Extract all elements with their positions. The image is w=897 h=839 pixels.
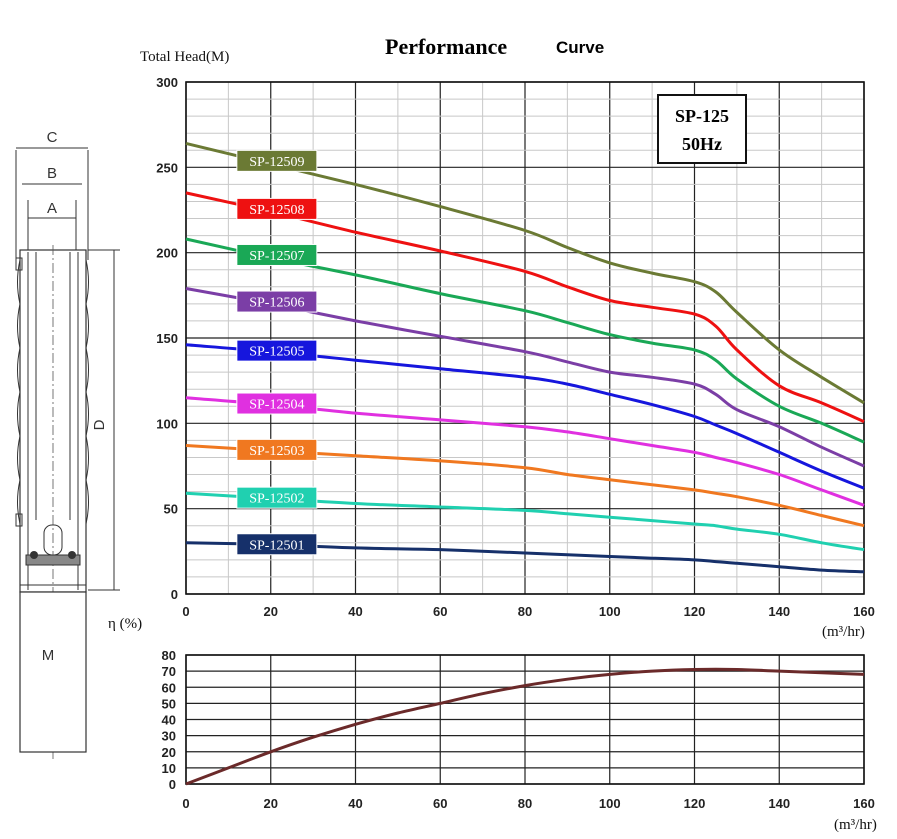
- series-label-box: [236, 290, 318, 313]
- head-x-tick-label: 0: [182, 604, 189, 619]
- head-curve-sp-12509: [185, 141, 865, 405]
- efficiency-chart: η (%) 0 20 40 60 80 100 120 140 1600102030405060…: [108, 616, 877, 833]
- efficiency-y-tick-label: 20: [162, 745, 176, 760]
- head-plot-frame: [185, 81, 865, 595]
- efficiency-y-tick-label: 60: [162, 680, 176, 695]
- head-curve-sp-12508: [185, 191, 865, 423]
- series-label-sp-12508: SP-12508: [236, 197, 318, 220]
- series-label-text: SP-12505: [249, 345, 304, 360]
- efficiency-x-tick-label: 40: [348, 796, 362, 811]
- efficiency-y-tick-label: 50: [162, 696, 176, 711]
- series-label-sp-12502: SP-12502: [236, 486, 318, 509]
- series-label-box: [236, 197, 318, 220]
- series-label-text: SP-12506: [249, 296, 304, 311]
- efficiency-x-tick-label: 20: [264, 796, 278, 811]
- series-label-box: [236, 243, 318, 266]
- head-curve-sp-12506: [185, 287, 865, 468]
- series-label-text: SP-12503: [249, 444, 304, 459]
- dim-b-label: B: [47, 165, 57, 182]
- series-label-text: SP-12502: [249, 492, 304, 507]
- dim-c-label: C: [47, 129, 58, 146]
- series-label-text: SP-12509: [249, 155, 304, 170]
- dim-d-label: D: [91, 419, 108, 430]
- dim-m-label: M: [42, 647, 55, 664]
- series-label-sp-12507: SP-12507: [236, 243, 318, 266]
- series-label-sp-12509: SP-12509: [236, 149, 318, 172]
- series-label-text: SP-12501: [249, 538, 304, 553]
- series-label-sp-12501: SP-12501: [236, 533, 318, 556]
- pump-drawing: C B A D M: [15, 129, 120, 760]
- head-x-axis-label: (m³/hr): [822, 624, 865, 640]
- efficiency-y-tick-label: 80: [162, 648, 176, 663]
- series-label-text: SP-12507: [249, 249, 304, 264]
- efficiency-x-tick-label: 0: [182, 796, 189, 811]
- head-x-tick-label: 100: [599, 604, 621, 619]
- model-frequency: 50Hz: [682, 134, 722, 154]
- head-y-tick-label: 50: [164, 502, 178, 517]
- head-x-tick-label: 160: [853, 604, 875, 619]
- efficiency-y-tick-label: 70: [162, 664, 176, 679]
- efficiency-y-tick-label: 40: [162, 713, 176, 728]
- efficiency-plot-frame: [185, 654, 865, 785]
- head-curve-sp-12503: [185, 444, 865, 528]
- head-y-tick-label: 200: [156, 246, 178, 261]
- series-label-box: [236, 533, 318, 556]
- efficiency-y-tick-label: 0: [169, 777, 176, 792]
- series-label-sp-12503: SP-12503: [236, 438, 318, 461]
- efficiency-y-tick-label: 30: [162, 729, 176, 744]
- efficiency-x-tick-label: 120: [684, 796, 706, 811]
- model-name: SP-125: [675, 106, 729, 126]
- head-curve-sp-12507: [185, 237, 865, 444]
- head-x-tick-label: 80: [518, 604, 532, 619]
- series-label-text: SP-12504: [249, 398, 304, 413]
- series-label-box: [236, 149, 318, 172]
- head-curve-sp-12502: [185, 491, 865, 552]
- efficiency-x-tick-label: 60: [433, 796, 447, 811]
- head-y-axis-label: Total Head(M): [140, 49, 229, 65]
- efficiency-y-axis-label: η (%): [108, 616, 142, 632]
- head-y-tick-label: 150: [156, 331, 178, 346]
- head-x-tick-label: 120: [684, 604, 706, 619]
- efficiency-x-tick-label: 80: [518, 796, 532, 811]
- head-y-tick-label: 0: [171, 587, 178, 602]
- head-curve-sp-12501: [185, 541, 865, 574]
- efficiency-x-tick-label: 160: [853, 796, 875, 811]
- head-y-tick-label: 100: [156, 416, 178, 431]
- chart-title: Performance: [385, 34, 507, 59]
- series-label-box: [236, 486, 318, 509]
- head-curve-sp-12505: [185, 343, 865, 490]
- efficiency-x-tick-label: 100: [599, 796, 621, 811]
- series-label-box: [236, 339, 318, 362]
- head-y-tick-label: 300: [156, 75, 178, 90]
- efficiency-x-tick-label: 140: [768, 796, 790, 811]
- series-label-text: SP-12508: [249, 203, 304, 218]
- head-x-tick-label: 20: [264, 604, 278, 619]
- efficiency-curve: [185, 667, 865, 786]
- model-box: SP-125 50Hz: [657, 94, 747, 164]
- series-label-sp-12504: SP-12504: [236, 392, 318, 415]
- chart-subtitle: Curve: [556, 38, 604, 57]
- series-label-sp-12505: SP-12505: [236, 339, 318, 362]
- head-chart: Total Head(M) SP-12509 SP-12508 SP-12507 SP…: [140, 49, 875, 640]
- series-label-box: [236, 392, 318, 415]
- head-x-tick-label: 40: [348, 604, 362, 619]
- efficiency-x-axis-label: (m³/hr): [834, 817, 877, 833]
- head-curve-sp-12504: [185, 396, 865, 507]
- head-y-tick-label: 250: [156, 160, 178, 175]
- dim-a-label: A: [47, 200, 57, 217]
- head-x-tick-label: 140: [768, 604, 790, 619]
- series-label-box: [236, 438, 318, 461]
- head-x-tick-label: 60: [433, 604, 447, 619]
- efficiency-y-tick-label: 10: [162, 761, 176, 776]
- series-label-sp-12506: SP-12506: [236, 290, 318, 313]
